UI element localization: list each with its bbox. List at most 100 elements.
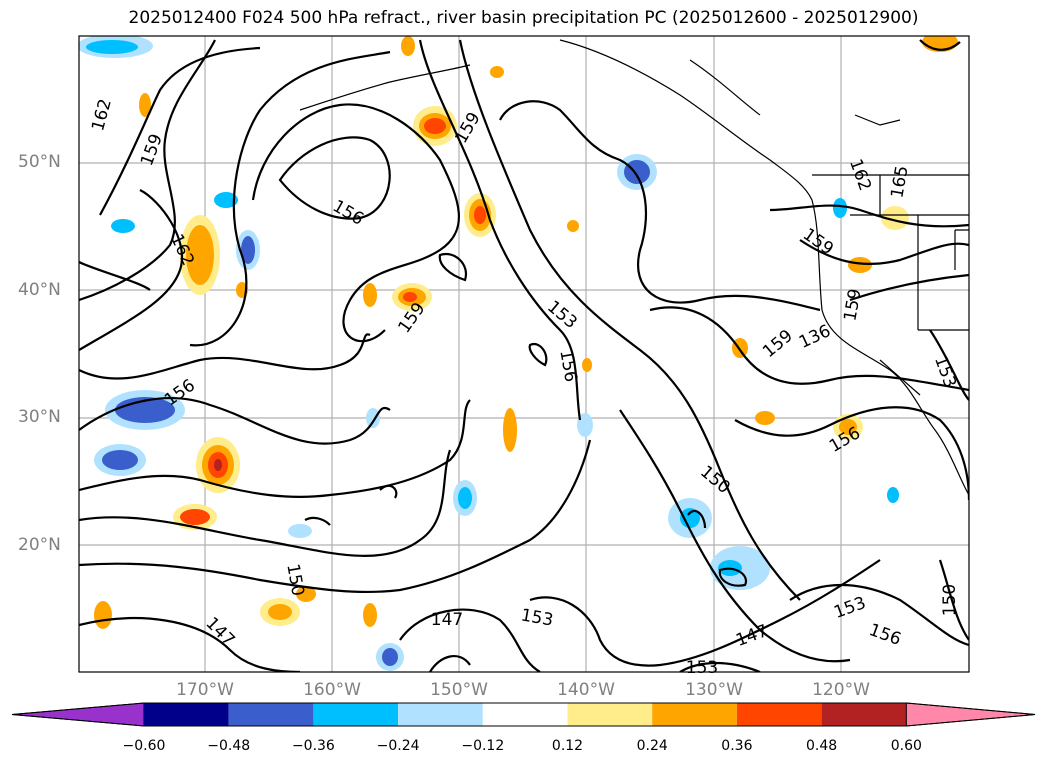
lon-label: 140°W	[557, 680, 615, 700]
colorbar-tick-label: 0.12	[551, 738, 584, 754]
colorbar-segment	[736, 703, 822, 726]
colorbar-segment	[652, 703, 737, 726]
colorbar-tick-label: −0.24	[376, 738, 420, 754]
graticule	[79, 36, 969, 672]
precip-blob	[214, 459, 222, 471]
contour-line	[528, 342, 548, 367]
contour-line	[529, 559, 881, 667]
precip-blob	[567, 220, 579, 232]
coastline	[299, 39, 969, 496]
precip-blob	[624, 160, 650, 184]
precip-blob	[296, 586, 316, 602]
lon-label: 130°W	[685, 680, 743, 700]
contour-line	[99, 46, 261, 216]
border-segment	[879, 359, 921, 396]
lat-label: 30°N	[18, 407, 61, 427]
precip-blob	[401, 36, 415, 56]
contour-line	[251, 103, 461, 343]
contour-line	[79, 617, 301, 672]
contour-line	[418, 39, 582, 421]
contour-lines	[79, 39, 969, 672]
contour-line	[734, 406, 969, 501]
precip-blob	[363, 283, 377, 307]
contour-label: 153	[686, 658, 718, 678]
contour-line	[429, 655, 471, 672]
contour-line	[79, 397, 391, 445]
contour-line	[649, 306, 969, 392]
contour-line	[379, 484, 398, 499]
precip-blob	[755, 411, 775, 425]
map-frame	[78, 35, 970, 673]
contour-line	[79, 399, 471, 498]
precip-blob	[363, 603, 377, 627]
map-plot-area	[79, 36, 969, 672]
lat-label: 20°N	[18, 535, 61, 555]
precip-blob	[848, 257, 872, 273]
precip-blob	[111, 219, 135, 233]
colorbar-tick-label: −0.60	[122, 738, 166, 754]
precip-blob	[503, 408, 517, 452]
contour-line	[79, 439, 592, 594]
precip-blob	[577, 413, 593, 437]
border-segment	[850, 175, 969, 216]
colorbar-extend-min	[11, 702, 145, 727]
contour-line	[679, 661, 761, 672]
precip-blob	[881, 206, 909, 230]
precip-blob	[458, 487, 472, 509]
contour-line	[278, 136, 391, 220]
precip-blob	[102, 450, 138, 470]
contour-line	[849, 273, 969, 302]
precip-blob	[268, 604, 292, 620]
contour-line	[304, 516, 331, 526]
precip-blob	[839, 419, 857, 435]
precip-blob	[94, 601, 112, 629]
precip-blob	[887, 487, 899, 503]
precip-blob	[139, 93, 151, 117]
colorbar-segment	[821, 703, 907, 726]
precip-blob	[833, 198, 847, 218]
contour-line	[929, 329, 969, 401]
colorbar-segment	[313, 703, 399, 726]
precip-blob	[86, 40, 138, 54]
precip-blob	[474, 206, 486, 224]
contour-line	[399, 608, 541, 672]
contour-line	[499, 100, 821, 312]
contour-line	[919, 39, 961, 51]
colorbar-segment	[398, 703, 483, 726]
colorbar-extend-max	[905, 702, 1036, 727]
contour-line	[718, 567, 748, 587]
colorbar-tick-label: −0.48	[207, 738, 251, 754]
contour-line	[619, 409, 851, 663]
precip-blob	[382, 648, 398, 666]
colorbar-segment	[482, 703, 568, 726]
contour-line	[79, 333, 371, 380]
contour-line	[79, 449, 452, 557]
contour-line	[938, 559, 969, 641]
contour-label: 150	[940, 584, 960, 616]
colorbar-outline	[11, 702, 1036, 727]
colorbar-tick-label: −0.12	[461, 738, 505, 754]
contour-line	[438, 252, 468, 282]
coastline-segment	[854, 114, 901, 126]
precip-blob	[424, 118, 446, 134]
lon-label: 120°W	[812, 680, 870, 700]
contour-line	[458, 39, 801, 601]
coastline-segment	[299, 64, 471, 111]
contour-line	[789, 584, 969, 647]
contour-label: 147	[431, 610, 463, 630]
precip-blob	[214, 192, 238, 208]
coastline-segment	[559, 39, 969, 496]
precip-blob	[288, 524, 312, 538]
border-segment	[954, 229, 969, 270]
colorbar-tick-label: 0.60	[890, 738, 922, 754]
lon-label: 170°W	[176, 680, 234, 700]
precip-blob	[241, 236, 255, 264]
colorbar-segment	[144, 703, 229, 726]
colorbar-tick-label: 0.36	[721, 738, 753, 754]
lat-label: 50°N	[18, 152, 61, 172]
colorbar-segment	[567, 703, 653, 726]
precip-blob	[180, 509, 210, 525]
colorbar-segment	[228, 703, 314, 726]
border-segment	[917, 215, 969, 331]
